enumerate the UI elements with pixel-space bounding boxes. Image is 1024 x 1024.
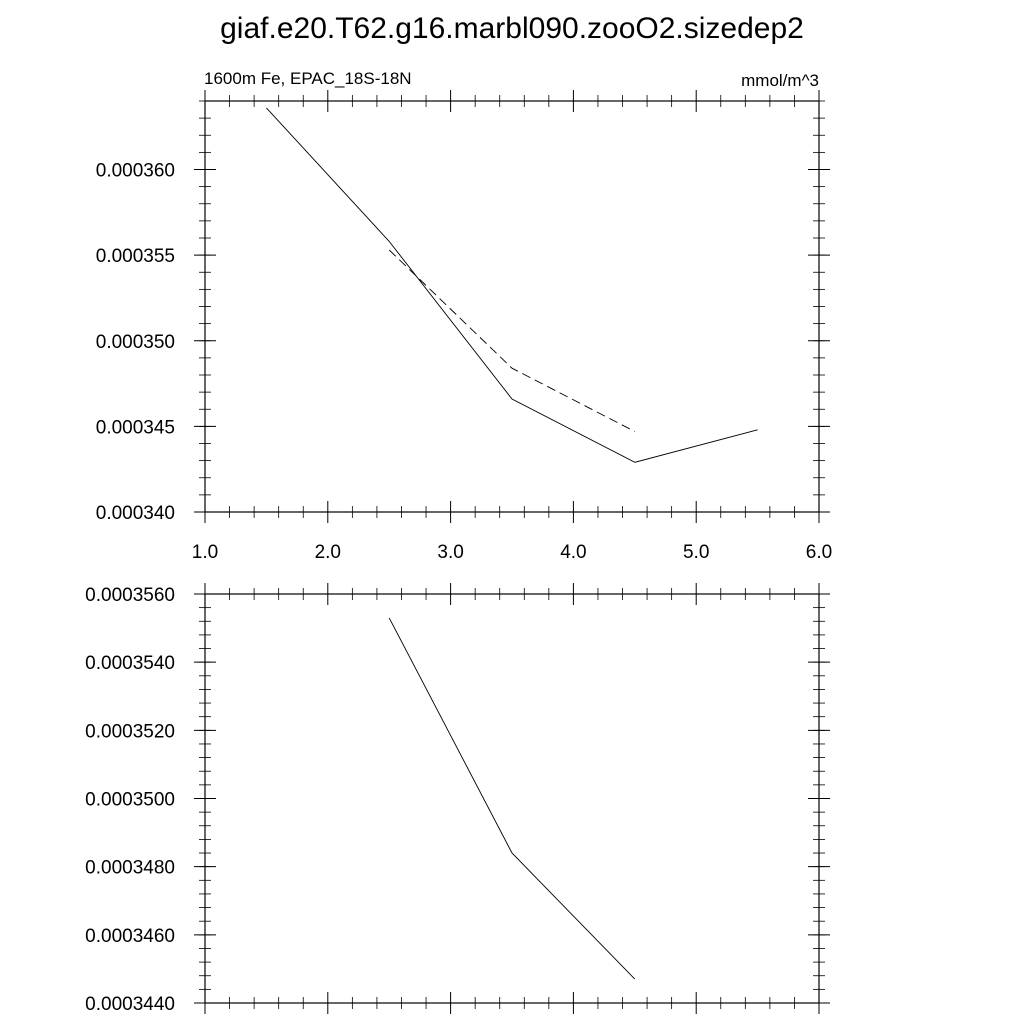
top-x-tick-label: 2.0 [315,542,341,563]
bottom-y-tick-label: 0.0003540 [85,653,175,674]
top-series-line-solid [266,107,758,463]
bottom-y-tick-label: 0.0003520 [85,721,175,742]
top-y-tick-label: 0.000345 [96,417,175,438]
bottom-plot-frame [204,593,820,1004]
top-y-tick-label: 0.000350 [96,332,175,353]
bottom-y-tick-label: 0.0003480 [85,858,175,879]
bottom-plot-panel: 0.0003440 0.0003460 0.0003480 0.0003500 0.00… [85,583,830,1015]
top-series-line-dashed [388,249,636,432]
bottom-y-tick-label: 0.0003440 [85,994,175,1015]
top-plot-panel: 1600m Fe, EPAC_18S-18N mmol/m^3 1.0 2.0 3.… [96,69,832,563]
bottom-y-tick-label: 0.0003460 [85,926,175,947]
top-y-tick-label: 0.000340 [96,503,175,524]
bottom-y-tick-label: 0.0003560 [85,585,175,606]
top-plot-units: mmol/m^3 [741,71,819,90]
bottom-y-tick-label: 0.0003500 [85,790,175,811]
top-y-tick-label: 0.000360 [96,161,175,182]
top-x-tick-label: 5.0 [683,542,709,563]
top-plot-subtitle-left: 1600m Fe, EPAC_18S-18N [204,69,412,88]
top-x-tick-label: 6.0 [806,542,832,563]
top-y-tick-label: 0.000355 [96,246,175,267]
top-x-tick-label: 3.0 [437,542,463,563]
bottom-series-line-solid [388,617,636,980]
top-x-tick-label: 4.0 [560,542,586,563]
figure-title: giaf.e20.T62.g16.marbl090.zooO2.sizedep2 [220,12,804,45]
top-x-tick-label: 1.0 [192,542,218,563]
top-plot-frame [204,100,820,513]
